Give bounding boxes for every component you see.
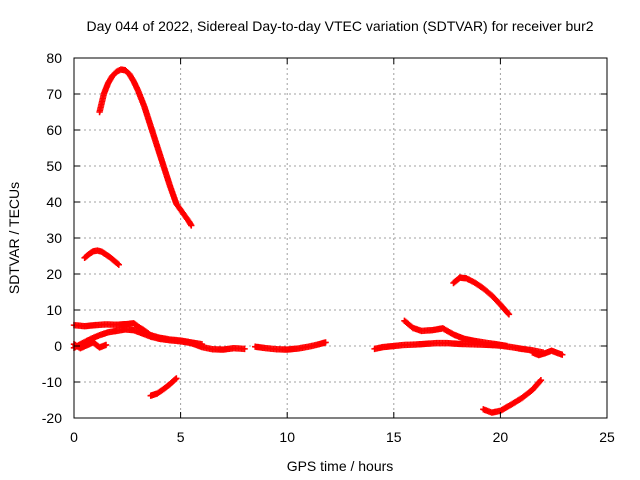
axis-ticks: 0 5 10 15 20 25 -20 -10 0 10 20 30 40 50 60 70 80	[42, 50, 615, 445]
data-point	[173, 375, 180, 382]
y-tick-label: -20	[42, 410, 62, 426]
data-point	[559, 351, 566, 358]
data-point	[115, 261, 122, 268]
data-point	[241, 345, 248, 353]
y-tick-label: 40	[46, 194, 62, 210]
series-arc-12	[529, 347, 566, 359]
y-tick-label: 70	[46, 86, 62, 102]
x-tick-label: 25	[599, 429, 615, 445]
data-point	[102, 341, 110, 349]
y-tick-label: 60	[46, 122, 62, 138]
data-point	[188, 222, 195, 229]
y-tick-label: 80	[46, 50, 62, 66]
data-point	[505, 311, 513, 318]
series-arc-7	[147, 375, 180, 399]
y-tick-label: 50	[46, 158, 62, 174]
data-point	[537, 377, 545, 384]
data-point	[536, 378, 544, 385]
series-arc-11	[480, 377, 545, 416]
y-tick-label: 10	[46, 302, 62, 318]
series-arc-9	[401, 317, 510, 350]
x-tick-label: 0	[70, 429, 78, 445]
series-arc-8	[371, 339, 547, 356]
y-axis-label: SDTVAR / TECUs	[6, 182, 22, 294]
x-tick-label: 5	[177, 429, 185, 445]
series-arc-1	[96, 66, 195, 229]
y-tick-label: 20	[46, 266, 62, 282]
y-tick-label: 30	[46, 230, 62, 246]
data-point	[172, 376, 179, 383]
series-arc-4	[70, 326, 248, 353]
data-point	[322, 339, 329, 346]
grid-lines	[74, 58, 607, 418]
x-tick-label: 20	[493, 429, 509, 445]
series-arc-5	[70, 339, 110, 352]
x-axis-label: GPS time / hours	[287, 458, 394, 474]
data-point	[114, 260, 121, 267]
data-point	[503, 342, 510, 350]
y-tick-label: 0	[54, 338, 62, 354]
series-arc-10	[450, 274, 513, 318]
y-tick-label: -10	[42, 374, 62, 390]
data-point	[504, 310, 512, 317]
x-tick-label: 10	[279, 429, 295, 445]
x-tick-label: 15	[386, 429, 402, 445]
series-arc-2	[81, 247, 122, 268]
data-points	[70, 66, 566, 416]
series-arc-6	[252, 339, 329, 353]
chart-title: Day 044 of 2022, Sidereal Day-to-day VTE…	[86, 18, 593, 34]
